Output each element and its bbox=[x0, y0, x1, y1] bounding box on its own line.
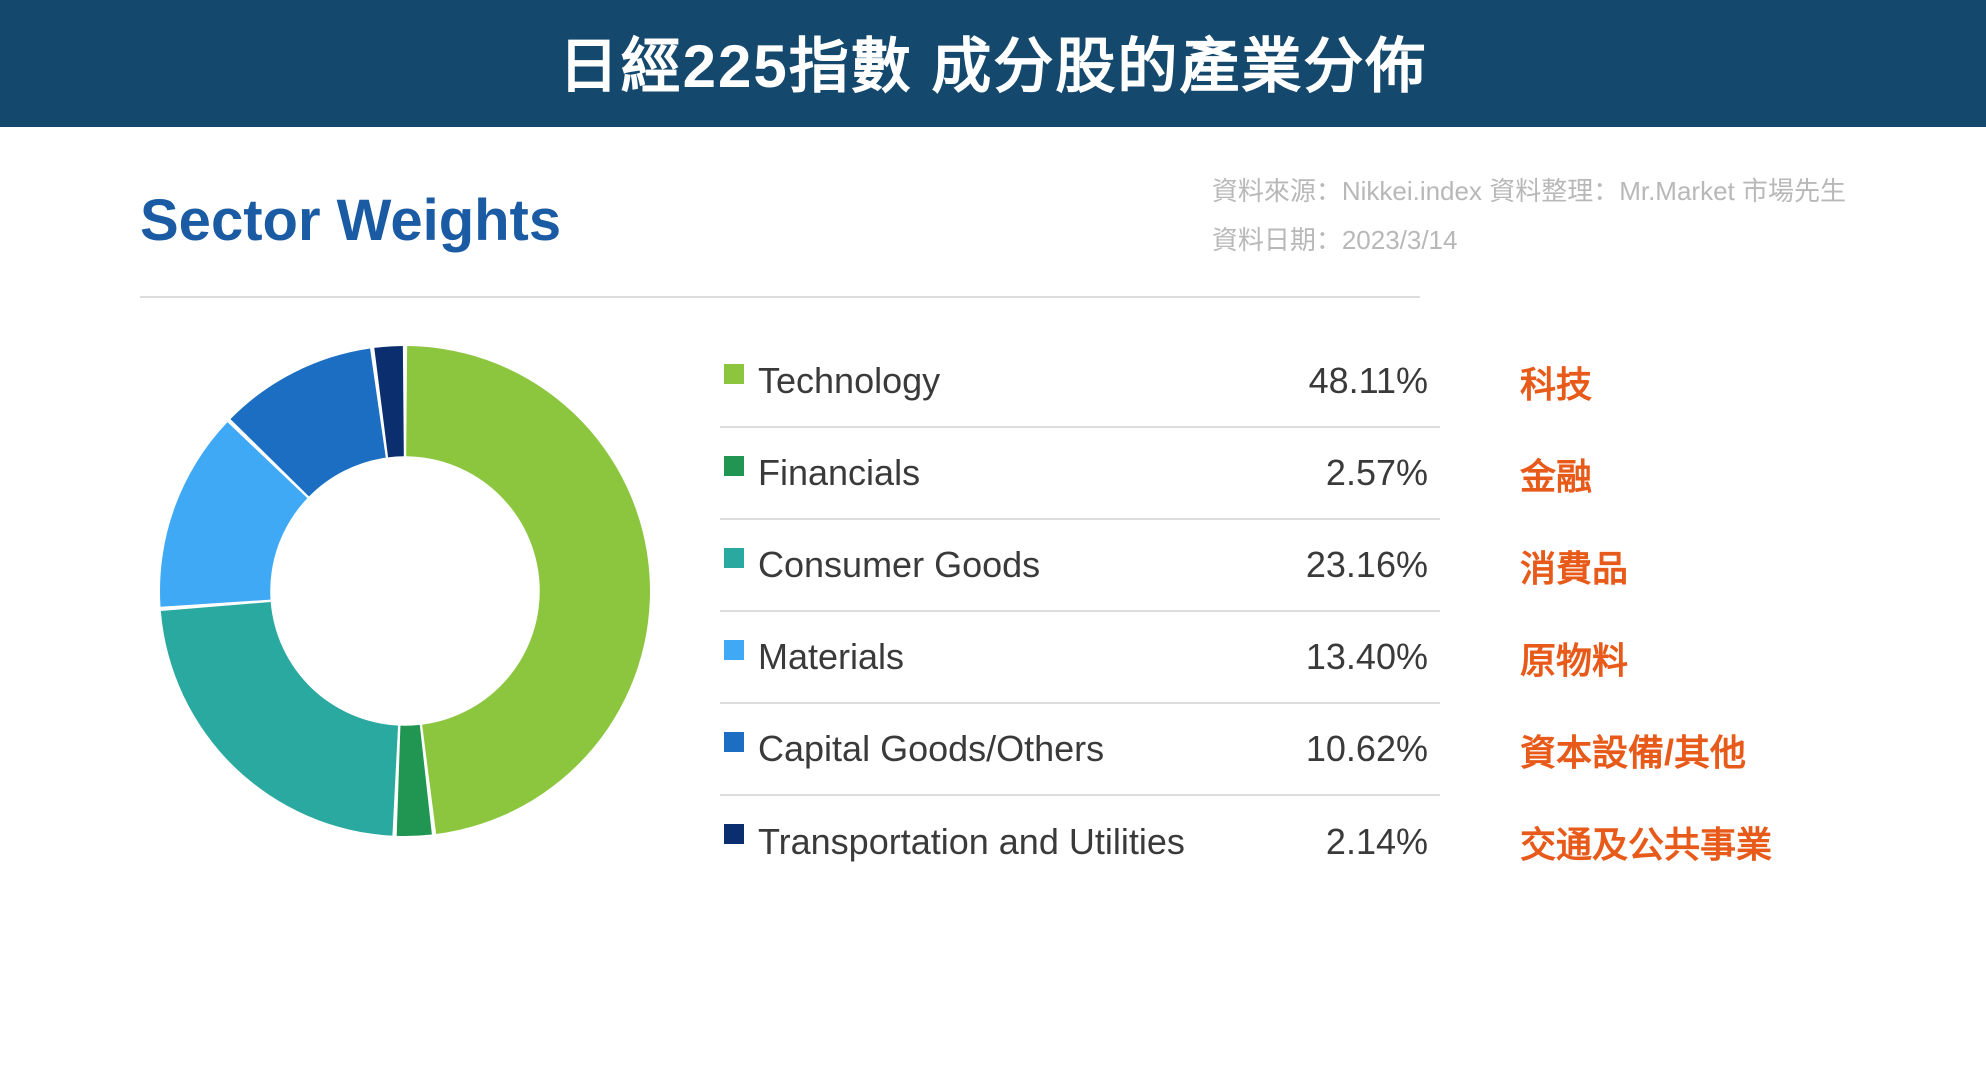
legend-label: Financials bbox=[758, 450, 1306, 495]
legend-row: Materials13.40% bbox=[720, 612, 1440, 704]
legend-column: Technology48.11%Financials2.57%Consumer … bbox=[720, 336, 1440, 888]
legend-value: 23.16% bbox=[1286, 544, 1428, 586]
divider bbox=[140, 296, 1420, 298]
donut-chart bbox=[160, 346, 650, 836]
header-row: Sector Weights 資料來源：Nikkei.index 資料整理：Mr… bbox=[140, 157, 1886, 266]
body-row: Technology48.11%Financials2.57%Consumer … bbox=[140, 336, 1886, 888]
zh-label: 原物料 bbox=[1520, 612, 1772, 704]
content-area: Sector Weights 資料來源：Nikkei.index 資料整理：Mr… bbox=[0, 127, 1986, 888]
meta-date: 資料日期：2023/3/14 bbox=[1212, 216, 1846, 265]
legend-value: 48.11% bbox=[1289, 360, 1428, 402]
legend-swatch bbox=[724, 640, 744, 660]
legend-label: Capital Goods/Others bbox=[758, 726, 1286, 771]
zh-label-column: 科技金融消費品原物料資本設備/其他交通及公共事業 bbox=[1510, 336, 1772, 888]
donut-slice bbox=[161, 602, 398, 836]
legend-label: Technology bbox=[758, 358, 1289, 403]
legend-value: 10.62% bbox=[1286, 728, 1428, 770]
legend-swatch bbox=[724, 364, 744, 384]
legend-swatch bbox=[724, 456, 744, 476]
legend-value: 2.14% bbox=[1306, 821, 1428, 863]
legend-row: Financials2.57% bbox=[720, 428, 1440, 520]
legend-value: 13.40% bbox=[1286, 636, 1428, 678]
zh-label: 消費品 bbox=[1520, 520, 1772, 612]
section-title: Sector Weights bbox=[140, 157, 561, 254]
meta-source: 資料來源：Nikkei.index 資料整理：Mr.Market 市場先生 bbox=[1212, 167, 1846, 216]
donut-slice bbox=[406, 346, 650, 834]
legend-row: Technology48.11% bbox=[720, 336, 1440, 428]
legend-swatch bbox=[724, 732, 744, 752]
banner-title: 日經225指數 成分股的產業分佈 bbox=[559, 33, 1428, 100]
legend-row: Capital Goods/Others10.62% bbox=[720, 704, 1440, 796]
zh-label: 交通及公共事業 bbox=[1520, 796, 1772, 888]
legend-label: Consumer Goods bbox=[758, 542, 1286, 587]
zh-label: 資本設備/其他 bbox=[1520, 704, 1772, 796]
legend-row: Transportation and Utilities2.14% bbox=[720, 796, 1440, 888]
meta-block: 資料來源：Nikkei.index 資料整理：Mr.Market 市場先生 資料… bbox=[1212, 157, 1886, 266]
legend-value: 2.57% bbox=[1306, 452, 1428, 494]
legend-row: Consumer Goods23.16% bbox=[720, 520, 1440, 612]
legend-swatch bbox=[724, 824, 744, 844]
donut-svg bbox=[160, 346, 650, 836]
legend-label: Materials bbox=[758, 634, 1286, 679]
zh-label: 金融 bbox=[1520, 428, 1772, 520]
title-banner: 日經225指數 成分股的產業分佈 bbox=[0, 0, 1986, 127]
legend-swatch bbox=[724, 548, 744, 568]
legend-label: Transportation and Utilities bbox=[758, 819, 1306, 864]
zh-label: 科技 bbox=[1520, 336, 1772, 428]
